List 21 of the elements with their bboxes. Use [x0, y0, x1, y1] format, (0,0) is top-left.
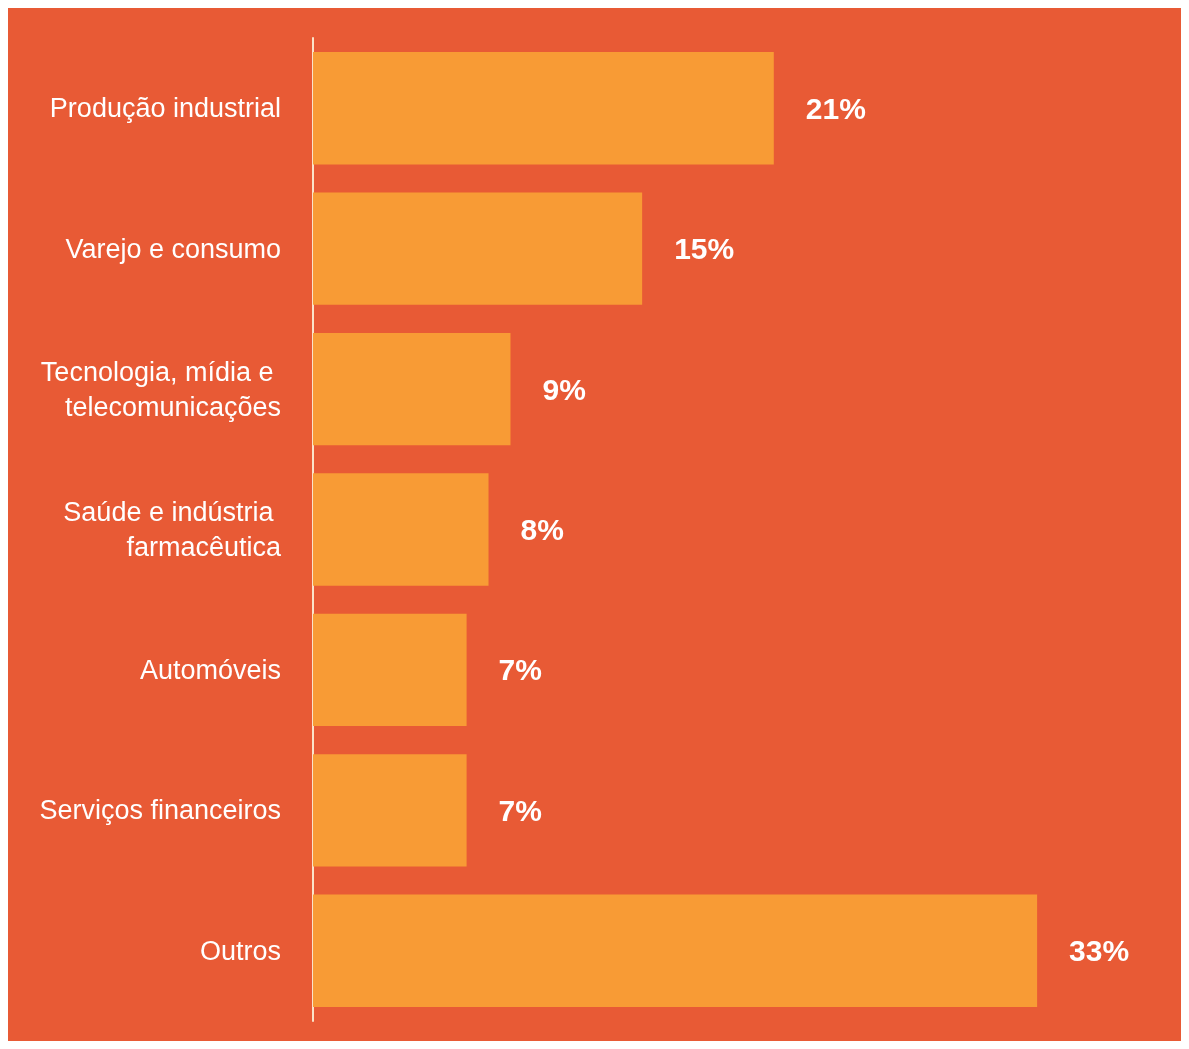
y-tick-label: Tecnologia, mídia e telecomunicações	[40, 356, 281, 422]
data-label: 7%	[498, 653, 542, 687]
bar	[313, 473, 489, 586]
data-label: 9%	[542, 372, 586, 406]
y-tick-label: Serviços financeiros	[39, 795, 281, 826]
data-label: 21%	[805, 91, 866, 125]
bar	[313, 52, 774, 165]
y-tick-label: Outros	[199, 935, 281, 966]
y-tick-label: Produção industrial	[49, 93, 281, 124]
y-tick-label: Varejo e consumo	[65, 233, 281, 264]
y-tick-label: Saúde e indústria farmacêutica	[63, 497, 282, 562]
y-tick-label: Automóveis	[139, 654, 281, 685]
bar	[313, 332, 511, 446]
data-label: 8%	[520, 513, 564, 546]
bar	[313, 613, 467, 727]
bar	[313, 754, 467, 867]
bar	[313, 192, 643, 305]
data-label: 7%	[498, 793, 542, 827]
data-label: 15%	[674, 232, 735, 266]
data-label: 33%	[1069, 934, 1130, 968]
bar	[313, 894, 1038, 1007]
